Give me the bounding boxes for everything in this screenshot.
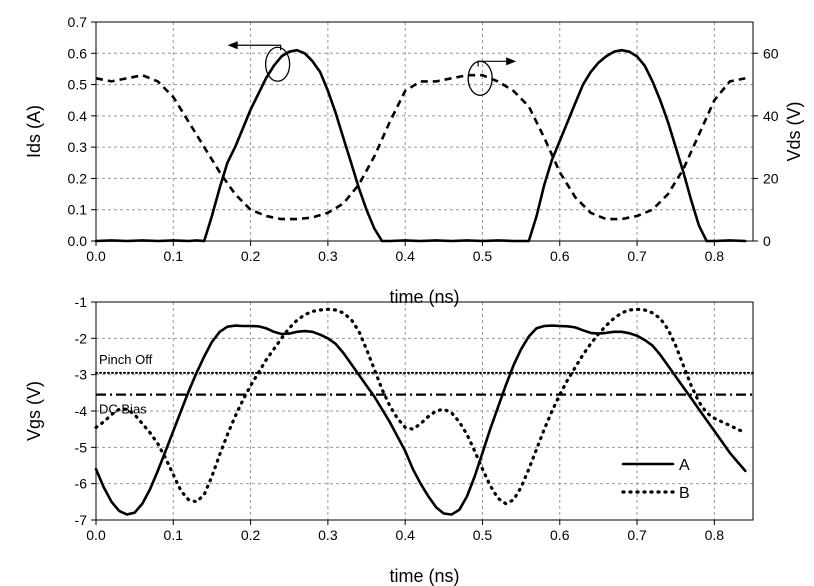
series-a-curve — [94, 324, 747, 516]
indicator-arrow — [477, 60, 509, 67]
legend-label-b: B — [679, 485, 690, 502]
bottom-ticks: 0.0 0.1 0.2 0.3 0.4 0.5 0.6 0.7 0.8 -1 -2 -3 -4 -5 -6 -… — [75, 294, 725, 543]
bottom-grid — [96, 302, 753, 520]
bottom-x-tick-label: 0.5 — [473, 527, 493, 543]
top-y2-tick-label: 40 — [763, 108, 779, 124]
top-y-tick-label: 0.3 — [68, 139, 88, 155]
top-x-tick-label: 0.5 — [473, 248, 493, 264]
bottom-x-tick-label: 0.3 — [318, 527, 338, 543]
top-ticks: 0.0 0.1 0.2 0.3 0.4 0.5 0.6 0.7 0.8 0.0 0.1 0.2 0.3 0… — [68, 14, 779, 264]
left-axis-indicator — [227, 41, 291, 82]
bottom-y-tick-label: -2 — [75, 330, 88, 346]
bottom-series — [94, 307, 747, 516]
top-y2-tick-label: 0 — [763, 233, 771, 249]
top-y-tick-label: 0.0 — [68, 233, 88, 249]
bottom-x-axis-title: time (ns) — [389, 566, 459, 586]
vds-curve — [95, 73, 746, 221]
top-x-tick-label: 0.4 — [395, 248, 415, 264]
bottom-x-tick-label: 0.7 — [627, 527, 647, 543]
top-series — [94, 48, 747, 243]
top-y-tick-label: 0.5 — [68, 77, 88, 93]
ids-curve — [94, 48, 747, 243]
top-y-tick-label: 0.6 — [68, 45, 88, 61]
top-y2-tick-label: 60 — [763, 45, 779, 61]
top-x-tick-label: 0.7 — [627, 248, 647, 264]
top-x-tick-label: 0.3 — [318, 248, 338, 264]
top-plot: 0.0 0.1 0.2 0.3 0.4 0.5 0.6 0.7 0.8 0.0 0.1 0.2 0.3 0… — [24, 14, 804, 307]
bottom-x-tick-label: 0.8 — [705, 527, 725, 543]
bottom-y-tick-label: -7 — [75, 512, 88, 528]
top-y-tick-label: 0.4 — [68, 108, 88, 124]
bottom-x-tick-label: 0.6 — [550, 527, 570, 543]
top-grid — [96, 22, 753, 241]
top-x-tick-label: 0.6 — [550, 248, 570, 264]
top-x-tick-label: 0.2 — [241, 248, 261, 264]
bottom-y-tick-label: -5 — [75, 439, 88, 455]
pinch-off-label: Pinch Off — [99, 352, 153, 367]
bottom-y-tick-label: -1 — [75, 294, 88, 310]
indicator-circle — [467, 60, 493, 96]
bottom-y-tick-label: -4 — [75, 403, 88, 419]
top-y-tick-label: 0.7 — [68, 14, 88, 30]
bottom-y-axis-title: Vgs (V) — [24, 381, 44, 441]
bottom-x-tick-label: 0.2 — [241, 527, 261, 543]
legend-label-a: A — [679, 457, 690, 474]
top-x-tick-label: 0.8 — [705, 248, 725, 264]
top-x-axis-title: time (ns) — [389, 287, 459, 307]
indicator-arrow — [235, 44, 282, 51]
legend: AB — [621, 457, 690, 502]
bottom-x-tick-label: 0.0 — [86, 527, 106, 543]
series-b-curve — [94, 307, 747, 506]
bottom-y-tick-label: -6 — [75, 476, 88, 492]
top-y-tick-label: 0.2 — [68, 170, 88, 186]
top-y2-tick-label: 20 — [763, 170, 779, 186]
bottom-x-tick-label: 0.4 — [395, 527, 415, 543]
bottom-x-tick-label: 0.1 — [164, 527, 184, 543]
top-x-tick-label: 0.1 — [164, 248, 184, 264]
top-y2-axis-title: Vds (V) — [784, 101, 804, 161]
top-annotations — [227, 41, 517, 96]
right-axis-indicator — [467, 57, 517, 96]
bottom-plot: 0.0 0.1 0.2 0.3 0.4 0.5 0.6 0.7 0.8 -1 -2 -3 -4 -5 -6 -… — [24, 294, 754, 586]
bottom-y-tick-label: -3 — [75, 367, 88, 383]
top-y-axis-title: Ids (A) — [24, 105, 44, 158]
arrowhead — [227, 41, 238, 50]
top-x-tick-label: 0.0 — [86, 248, 106, 264]
arrowhead — [506, 57, 517, 66]
indicator-circle — [264, 46, 291, 82]
top-y-tick-label: 0.1 — [68, 202, 88, 218]
